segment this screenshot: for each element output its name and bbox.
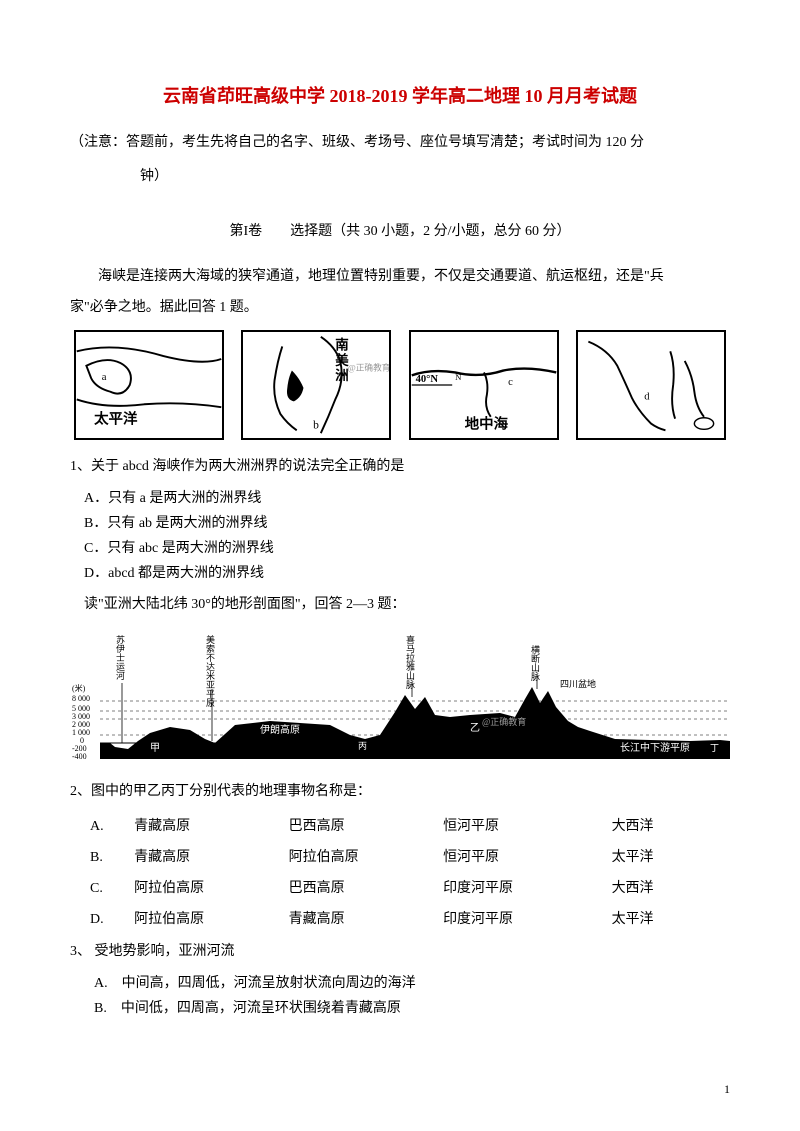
svg-text:苏伊士运河: 苏伊士运河	[115, 634, 125, 680]
svg-text:甲: 甲	[150, 743, 160, 754]
maps-row: a 太平洋 南 美 洲 b @正确教育 40°N N c 地中海	[70, 330, 730, 440]
exam-title: 云南省茚旺高级中学 2018-2019 学年高二地理 10 月月考试题	[70, 80, 730, 112]
q1-option-b: B．只有 ab 是两大洲的洲界线	[70, 511, 400, 536]
svg-text:a: a	[102, 373, 107, 384]
terrain-profile: (米) 8 000 5 000 3 000 2 000 1 000 0 -200…	[70, 627, 730, 767]
question-1: 1、关于 abcd 海峡作为两大洲洲界的说法完全正确的是	[70, 454, 730, 479]
svg-text:40°N: 40°N	[415, 374, 438, 385]
table-row: A. 青藏高原 巴西高原 恒河平原 大西洋	[70, 811, 730, 842]
page-number: 1	[724, 1079, 730, 1101]
svg-text:@正确教育: @正确教育	[482, 716, 526, 727]
svg-text:伊朗高原: 伊朗高原	[260, 723, 300, 736]
svg-text:南: 南	[336, 337, 349, 353]
svg-text:横断山脉: 横断山脉	[530, 644, 540, 681]
map-b: 南 美 洲 b @正确教育	[241, 330, 391, 440]
question-2: 2、图中的甲乙丙丁分别代表的地理事物名称是：	[70, 779, 730, 804]
q2-options-table: A. 青藏高原 巴西高原 恒河平原 大西洋 B. 青藏高原 阿拉伯高原 恒河平原…	[70, 811, 730, 936]
q1-option-a: A．只有 a 是两大洲的洲界线	[70, 486, 400, 511]
svg-text:@正确教育: @正确教育	[348, 362, 389, 373]
svg-text:丙: 丙	[358, 741, 367, 751]
map-a: a 太平洋	[74, 330, 224, 440]
svg-text:b: b	[313, 419, 319, 432]
section-1-header: 第I卷 选择题（共 30 小题，2 分/小题，总分 60 分）	[70, 219, 730, 244]
svg-text:长江中下游平原: 长江中下游平原	[620, 741, 690, 754]
svg-text:N: N	[455, 373, 462, 383]
svg-text:-400: -400	[72, 752, 87, 761]
svg-text:8 000: 8 000	[72, 694, 90, 703]
table-row: C. 阿拉伯高原 巴西高原 印度河平原 大西洋	[70, 873, 730, 904]
q3-option-a: A. 中间高，四周低，河流呈放射状流向周边的海洋	[70, 971, 730, 996]
svg-text:太平洋: 太平洋	[94, 410, 138, 428]
svg-text:喜马拉雅山脉: 喜马拉雅山脉	[405, 634, 415, 689]
notice-line2: 钟）	[70, 164, 730, 189]
svg-text:四川盆地: 四川盆地	[560, 678, 596, 689]
passage-1a: 海峡是连接两大海域的狭窄通道，地理位置特别重要，不仅是交通要道、航运枢纽，还是"…	[70, 264, 730, 289]
svg-text:(米): (米)	[72, 683, 86, 693]
svg-text:乙: 乙	[470, 722, 480, 734]
passage-1b: 家"必争之地。据此回答 1 题。	[70, 295, 730, 320]
svg-text:洲: 洲	[336, 369, 349, 384]
table-row: B. 青藏高原 阿拉伯高原 恒河平原 太平洋	[70, 842, 730, 873]
svg-text:丁: 丁	[710, 743, 719, 753]
q3-option-b: B. 中间低，四周高，河流呈环状围绕着青藏高原	[70, 996, 730, 1021]
svg-text:c: c	[508, 377, 513, 388]
svg-text:美索不达米亚平原: 美索不达米亚平原	[205, 634, 215, 707]
q1-option-c: C．只有 abc 是两大洲的洲界线	[70, 536, 400, 561]
map-d: d	[576, 330, 726, 440]
table-row: D. 阿拉伯高原 青藏高原 印度河平原 太平洋	[70, 904, 730, 935]
question-3: 3、 受地势影响，亚洲河流	[70, 939, 730, 964]
notice-line1: （注意：答题前，考生先将自己的名字、班级、考场号、座位号填写清楚；考试时间为 1…	[70, 130, 730, 155]
q1-option-d: D．abcd 都是两大洲的洲界线	[70, 561, 400, 586]
svg-text:d: d	[644, 392, 650, 403]
svg-text:地中海: 地中海	[464, 415, 508, 433]
map-c: 40°N N c 地中海	[409, 330, 559, 440]
passage-2: 读"亚洲大陆北纬 30°的地形剖面图"，回答 2—3 题：	[70, 592, 730, 617]
